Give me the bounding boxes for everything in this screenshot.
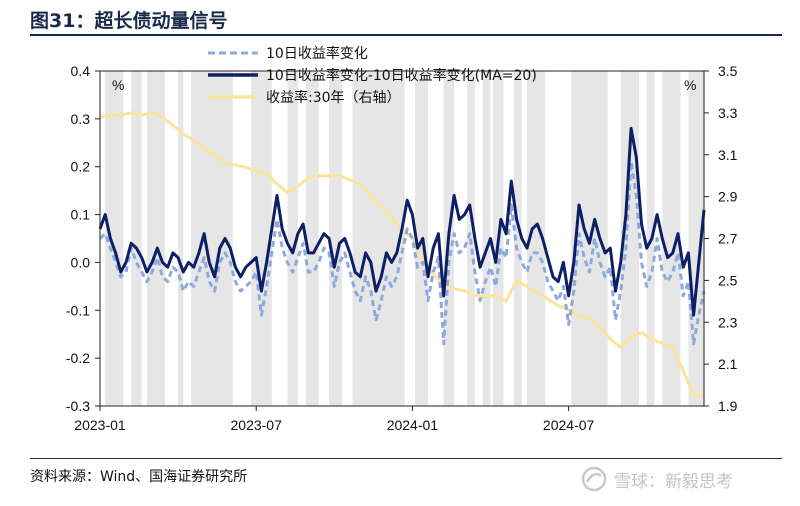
left-axis-ticks: 0.4 0.3 0.2 0.1 0.0 -0.1 -0.2 -0.3: [66, 63, 100, 414]
right-tick-label: 2.9: [718, 189, 738, 205]
shaded-period: [513, 71, 522, 406]
title-divider: [30, 34, 782, 36]
shaded-period: [178, 71, 184, 406]
left-tick-label: 0.2: [71, 159, 91, 175]
x-axis-ticks: 2023-01 2023-07 2024-01 2024-07: [74, 406, 595, 433]
right-tick-label: 3.1: [718, 147, 738, 163]
right-tick-label: 2.1: [718, 356, 738, 372]
watermark: 雪球：新毅思考: [580, 466, 733, 492]
right-tick-label: 2.7: [718, 231, 738, 247]
legend-label-10d-change: 10日收益率变化: [266, 45, 368, 62]
x-tick-label: 2023-07: [231, 417, 283, 433]
shaded-period: [305, 71, 319, 406]
right-tick-label: 2.5: [718, 272, 738, 288]
left-tick-label: 0.3: [71, 111, 91, 127]
right-axis-ticks: 3.5 3.3 3.1 2.9 2.7 2.5 2.3 2.1 1.9: [704, 63, 738, 414]
left-tick-label: -0.2: [66, 350, 90, 366]
series-line-10d-minus-ma: [98, 126, 706, 317]
left-axis-unit: %: [112, 77, 124, 93]
right-tick-label: 2.3: [718, 314, 738, 330]
series-line-10d-change: [98, 160, 706, 346]
left-tick-label: -0.3: [66, 398, 90, 414]
source-divider: [30, 458, 782, 459]
shaded-period: [526, 71, 546, 406]
right-tick-label: 3.5: [718, 63, 738, 79]
watermark-text: 雪球：新毅思考: [614, 471, 733, 492]
snowball-logo-icon: [581, 466, 607, 492]
legend-label-30y-yield: 收益率:30年（右轴）: [266, 89, 401, 106]
shaded-period: [662, 71, 681, 406]
left-tick-label: 0.0: [71, 254, 91, 270]
figure-title: 图31：超长债动量信号: [30, 10, 228, 32]
left-tick-label: 0.4: [71, 63, 91, 79]
legend-label-10d-minus-ma: 10日收益率变化-10日收益率变化(MA=20): [266, 67, 537, 84]
left-tick-label: 0.1: [71, 207, 91, 223]
shaded-period: [688, 71, 704, 406]
x-tick-label: 2023-01: [74, 417, 126, 433]
x-tick-label: 2024-07: [543, 417, 595, 433]
right-tick-label: 1.9: [718, 398, 738, 414]
left-tick-label: -0.1: [66, 302, 90, 318]
right-tick-label: 3.3: [718, 105, 738, 121]
x-tick-label: 2024-01: [387, 417, 439, 433]
shaded-period: [131, 71, 142, 406]
series-lines: [98, 111, 706, 397]
shaded-period: [105, 71, 124, 406]
shaded-period: [482, 71, 491, 406]
right-axis-unit: %: [684, 77, 696, 93]
shaded-period: [287, 71, 298, 406]
shaded-period: [467, 71, 475, 406]
source-note: 资料来源：Wind、国海证券研究所: [30, 469, 248, 485]
shaded-period: [251, 71, 272, 406]
shaded-period: [352, 71, 405, 406]
shaded-period: [146, 71, 166, 406]
shaded-period: [329, 71, 343, 406]
plot-frame: [99, 70, 705, 407]
